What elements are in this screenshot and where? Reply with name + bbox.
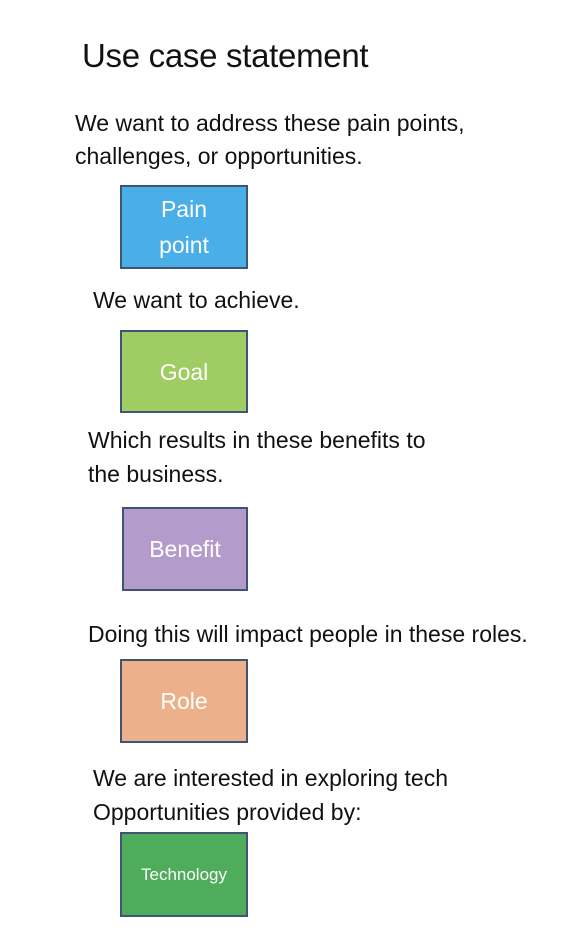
pain-statement-line1: We want to address these pain points,: [75, 110, 465, 136]
benefit-box: Benefit: [122, 507, 248, 591]
technology-box: Technology: [120, 832, 248, 917]
tech-statement-line2: Opportunities provided by:: [93, 799, 362, 825]
role-box-label: Role: [160, 688, 208, 714]
page-title: Use case statement: [82, 37, 369, 74]
benefit-statement-line2: the business.: [88, 461, 224, 487]
pain-point-box-label-line1: Pain: [160, 196, 208, 222]
pain-statement-line2: challenges, or opportunities.: [75, 143, 363, 169]
goal-statement: We want to achieve.: [93, 287, 300, 313]
benefit-statement-line1: Which results in these benefits to: [88, 427, 426, 453]
tech-statement-line1: We are interested in exploring tech: [93, 765, 448, 791]
technology-box-label: Technology: [140, 864, 227, 884]
benefit-box-label: Benefit: [149, 536, 221, 562]
role-statement: Doing this will impact people in these r…: [88, 621, 528, 647]
goal-box-label: Goal: [159, 358, 209, 385]
pain-point-box: Pain point: [120, 185, 248, 269]
role-box: Role: [120, 659, 248, 743]
pain-point-box-label-line2: point: [159, 232, 209, 258]
goal-box: Goal: [120, 330, 248, 413]
